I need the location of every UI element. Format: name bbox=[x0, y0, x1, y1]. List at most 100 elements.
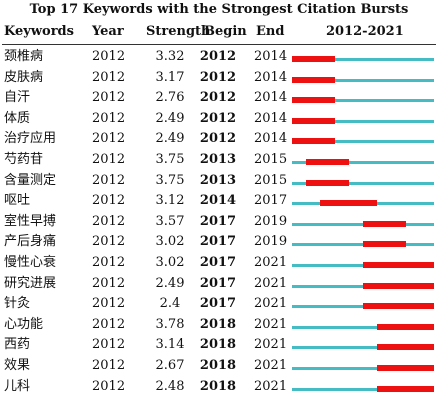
begin-year: 2017 bbox=[199, 213, 237, 229]
keyword-label: 体质 bbox=[4, 110, 31, 126]
burst-bar bbox=[292, 138, 335, 145]
end-year: 2014 bbox=[254, 49, 288, 64]
timeline-track bbox=[292, 138, 434, 145]
year-value: 2012 bbox=[92, 172, 126, 188]
keyword-label: 研究进展 bbox=[4, 275, 57, 291]
keyword-label: 呕吐 bbox=[4, 193, 31, 209]
end-year: 2014 bbox=[254, 131, 288, 147]
strength-value: 2.76 bbox=[155, 90, 185, 106]
burst-bar bbox=[306, 179, 349, 186]
end-year: 2021 bbox=[254, 358, 288, 373]
year-value: 2012 bbox=[92, 296, 126, 312]
table-row: 含量测定 2012 3.75 2013 2015 bbox=[0, 171, 438, 192]
end-year: 2021 bbox=[254, 275, 288, 291]
begin-year: 2012 bbox=[199, 69, 237, 85]
strength-value: 3.02 bbox=[155, 234, 185, 250]
burst-bar bbox=[292, 117, 335, 124]
header-divider bbox=[2, 44, 436, 45]
begin-year: 2018 bbox=[199, 316, 237, 332]
table-header: Keywords Year Strength Begin End 2012-20… bbox=[0, 24, 438, 44]
end-year: 2021 bbox=[254, 378, 288, 394]
year-value: 2012 bbox=[92, 275, 126, 291]
burst-bar bbox=[292, 76, 335, 83]
begin-year: 2014 bbox=[199, 193, 237, 209]
table-row: 心功能 2012 3.78 2018 2021 bbox=[0, 315, 438, 336]
burst-bar bbox=[292, 56, 335, 62]
strength-value: 3.14 bbox=[155, 337, 185, 353]
table-row: 针灸 2012 2.4 2017 2021 bbox=[0, 294, 438, 315]
year-value: 2012 bbox=[92, 378, 126, 394]
strength-value: 3.17 bbox=[155, 69, 185, 85]
year-value: 2012 bbox=[92, 255, 126, 270]
strength-value: 2.67 bbox=[155, 358, 185, 373]
table-row: 效果 2012 2.67 2018 2021 bbox=[0, 356, 438, 377]
begin-year: 2017 bbox=[199, 296, 237, 312]
year-value: 2012 bbox=[92, 69, 126, 85]
table-row: 西药 2012 3.14 2018 2021 bbox=[0, 335, 438, 356]
burst-bar bbox=[363, 220, 406, 227]
burst-bar bbox=[306, 159, 349, 165]
year-value: 2012 bbox=[92, 49, 126, 64]
year-value: 2012 bbox=[92, 213, 126, 229]
strength-value: 2.49 bbox=[155, 275, 185, 291]
keyword-label: 皮肤病 bbox=[4, 69, 44, 85]
begin-year: 2018 bbox=[199, 358, 237, 373]
timeline-track bbox=[292, 159, 434, 165]
end-year: 2021 bbox=[254, 337, 288, 353]
end-year: 2015 bbox=[254, 152, 288, 167]
keyword-label: 含量测定 bbox=[4, 172, 57, 188]
strength-value: 3.32 bbox=[155, 49, 185, 64]
burst-bar bbox=[363, 241, 406, 248]
table-row: 儿科 2012 2.48 2018 2021 bbox=[0, 377, 438, 398]
table-row: 产后身痛 2012 3.02 2017 2019 bbox=[0, 232, 438, 253]
burst-bar bbox=[377, 385, 434, 392]
header-keywords: Keywords bbox=[4, 24, 74, 39]
chart-title: Top 17 Keywords with the Strongest Citat… bbox=[29, 2, 409, 17]
burst-bar bbox=[377, 344, 434, 351]
header-year: Year bbox=[92, 24, 124, 39]
strength-value: 2.49 bbox=[155, 110, 185, 126]
keyword-label: 治疗应用 bbox=[4, 131, 57, 147]
end-year: 2017 bbox=[254, 193, 288, 209]
table-row: 室性早搏 2012 3.57 2017 2019 bbox=[0, 212, 438, 233]
begin-year: 2017 bbox=[199, 234, 237, 250]
strength-value: 3.75 bbox=[155, 152, 185, 167]
end-year: 2019 bbox=[254, 213, 288, 229]
end-year: 2014 bbox=[254, 110, 288, 126]
burst-bar bbox=[363, 262, 434, 268]
header-strength: Strength bbox=[146, 24, 211, 39]
end-year: 2014 bbox=[254, 69, 288, 85]
strength-value: 3.57 bbox=[155, 213, 185, 229]
strength-value: 3.12 bbox=[155, 193, 185, 209]
timeline-track bbox=[292, 303, 434, 310]
timeline-track bbox=[292, 220, 434, 227]
begin-year: 2017 bbox=[199, 275, 237, 291]
begin-year: 2013 bbox=[199, 152, 237, 167]
keyword-label: 心功能 bbox=[4, 316, 44, 332]
table-row: 慢性心衰 2012 3.02 2017 2021 bbox=[0, 253, 438, 274]
keyword-label: 慢性心衰 bbox=[4, 255, 57, 270]
burst-bar bbox=[363, 282, 434, 289]
begin-year: 2012 bbox=[199, 49, 237, 64]
keyword-label: 自汗 bbox=[4, 90, 31, 106]
keyword-label: 儿科 bbox=[4, 378, 31, 394]
timeline-track bbox=[292, 76, 434, 83]
year-value: 2012 bbox=[92, 193, 126, 209]
timeline-track bbox=[292, 282, 434, 289]
end-year: 2021 bbox=[254, 316, 288, 332]
strength-value: 3.75 bbox=[155, 172, 185, 188]
keyword-label: 西药 bbox=[4, 337, 31, 353]
year-value: 2012 bbox=[92, 152, 126, 167]
header-end: End bbox=[256, 24, 285, 39]
timeline-track bbox=[292, 365, 434, 371]
year-value: 2012 bbox=[92, 316, 126, 332]
burst-bar bbox=[363, 303, 434, 310]
begin-year: 2018 bbox=[199, 378, 237, 394]
end-year: 2015 bbox=[254, 172, 288, 188]
begin-year: 2012 bbox=[199, 131, 237, 147]
timeline-track bbox=[292, 241, 434, 248]
strength-value: 2.4 bbox=[159, 296, 181, 312]
table-row: 研究进展 2012 2.49 2017 2021 bbox=[0, 274, 438, 295]
year-value: 2012 bbox=[92, 90, 126, 106]
begin-year: 2018 bbox=[199, 337, 237, 353]
